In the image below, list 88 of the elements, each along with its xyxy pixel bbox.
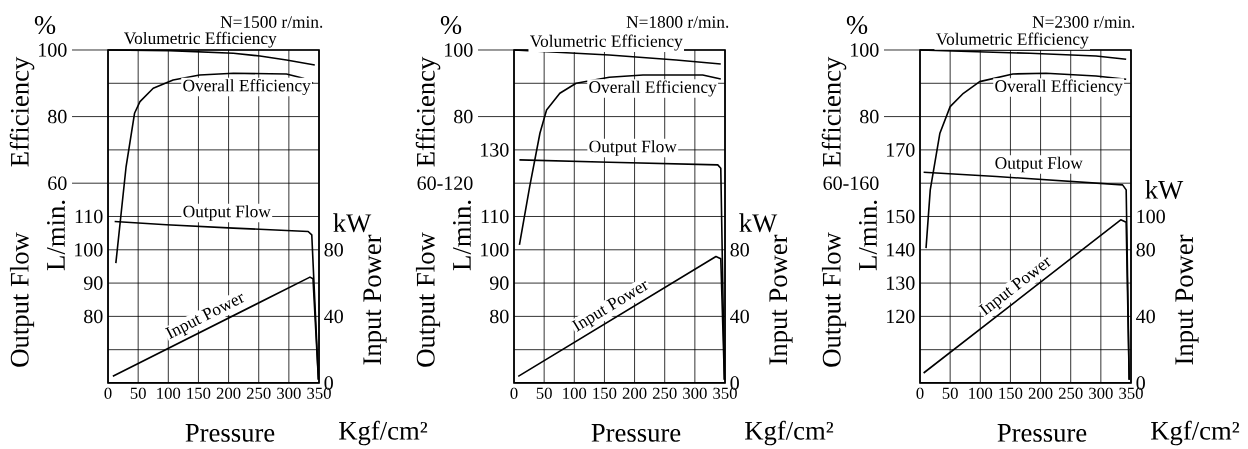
y-axis-title: Efficiency: [821, 56, 847, 167]
x-tick-label: 50: [536, 387, 552, 399]
legend-label: Volumetric Efficiency: [123, 31, 277, 48]
y3-tick-label: 140: [887, 243, 915, 257]
y2-tick-label: 100: [1137, 209, 1165, 224]
y-tick-label: 100: [851, 43, 879, 57]
y-axis-title: Efficiency: [415, 56, 441, 167]
series-label: Overall Efficiency: [183, 79, 311, 96]
y-tick-label: 60-120: [417, 176, 473, 190]
text: L/min.: [453, 200, 472, 271]
y3-tick-label: 90: [83, 276, 103, 290]
y3-tick-label: 80: [84, 309, 103, 324]
x-axis-title: Pressure: [997, 424, 1087, 442]
x-axis-title: Pressure: [185, 424, 275, 442]
text: L/min.: [859, 200, 878, 271]
x-tick-label: 100: [969, 387, 993, 399]
y-axis-title: Efficiency: [9, 56, 35, 167]
y2-axis-title: Input Power: [769, 234, 793, 365]
x-tick-label: 100: [157, 387, 181, 399]
y3-tick-label: 170: [887, 143, 915, 157]
y3-axis-title: Output Flow: [9, 232, 35, 367]
chart-title: N=1500 r/min.: [220, 16, 323, 28]
x-tick-label: 300: [1089, 387, 1113, 399]
series-label: Overall Efficiency: [589, 80, 717, 97]
x-tick-label: 0: [510, 387, 518, 399]
y-tick-label: 60-160: [823, 176, 879, 190]
series-label: Output Flow: [183, 205, 271, 221]
x-tick-label: 300: [277, 387, 301, 399]
x-tick-label: 0: [104, 387, 112, 399]
text: L/min.: [47, 200, 66, 271]
x-tick-label: 0: [916, 387, 924, 399]
x-tick-label: 150: [187, 387, 211, 399]
y-tick-label: 60: [48, 176, 67, 190]
series-label: Output Flow: [995, 156, 1083, 173]
text: %: [34, 15, 56, 35]
text: %: [846, 15, 868, 35]
y3-tick-label: 150: [887, 209, 915, 224]
x-tick-label: 250: [652, 387, 677, 399]
y3-axis-title: Output Flow: [415, 232, 441, 367]
y3-tick-label: 90: [489, 276, 509, 290]
y3-axis-title: Output Flow: [821, 232, 847, 367]
y-tick-label: 80: [48, 109, 67, 124]
y-tick-label: 100: [445, 43, 473, 57]
series-label: Output Flow: [589, 140, 677, 156]
y3-tick-label: 80: [490, 309, 509, 324]
series-label: Overall Efficiency: [995, 79, 1123, 96]
x-tick-label: 200: [216, 387, 241, 399]
y2-tick-label: 80: [1136, 243, 1155, 257]
x-axis-title: Pressure: [591, 424, 681, 442]
x-tick-label: 150: [999, 387, 1023, 399]
text: Input Power: [164, 293, 245, 339]
y-tick-label: 100: [39, 43, 67, 57]
y-tick-label: 80: [454, 109, 473, 124]
y2-tick-label: 40: [324, 309, 343, 324]
text: Kgf/cm²: [1151, 420, 1240, 446]
chart-title: N=1800 r/min.: [626, 16, 729, 28]
text: kW: [739, 213, 778, 233]
y3-tick-label: 100: [481, 243, 509, 257]
y3-tick-label: 110: [75, 209, 103, 224]
x-tick-label: 250: [1058, 387, 1083, 399]
x-tick-label: 250: [246, 387, 271, 399]
text: %: [440, 15, 462, 35]
text: kW: [333, 213, 372, 233]
y3-tick-label: 110: [481, 209, 509, 224]
x-tick-label: 200: [1028, 387, 1053, 399]
legend-label: Volumetric Efficiency: [935, 32, 1089, 49]
x-tick-label: 100: [563, 387, 587, 399]
legend-label: Volumetric Efficiency: [529, 34, 683, 51]
x-tick-label: 200: [622, 387, 647, 399]
y2-tick-label: 80: [324, 243, 343, 257]
x-tick-label: 150: [593, 387, 617, 399]
y3-tick-label: 100: [75, 243, 103, 257]
y2-axis-title: Input Power: [363, 234, 387, 365]
text: kW: [1145, 180, 1184, 199]
y3-tick-label: 120: [887, 309, 915, 324]
x-tick-label: 50: [942, 387, 958, 399]
chart-title: N=2300 r/min.: [1032, 16, 1135, 28]
y2-tick-label: 40: [730, 309, 749, 324]
text: Kgf/cm²: [745, 420, 834, 446]
x-tick-label: 50: [130, 387, 146, 399]
text: Kgf/cm²: [339, 420, 428, 446]
x-tick-label: 300: [683, 387, 707, 399]
y3-tick-label: 130: [887, 276, 915, 290]
y2-tick-label: 80: [730, 243, 749, 257]
y-tick-label: 80: [860, 109, 879, 124]
y2-axis-title: Input Power: [1175, 234, 1199, 365]
y2-tick-label: 40: [1136, 309, 1155, 324]
y3-tick-label: 130: [481, 143, 509, 157]
